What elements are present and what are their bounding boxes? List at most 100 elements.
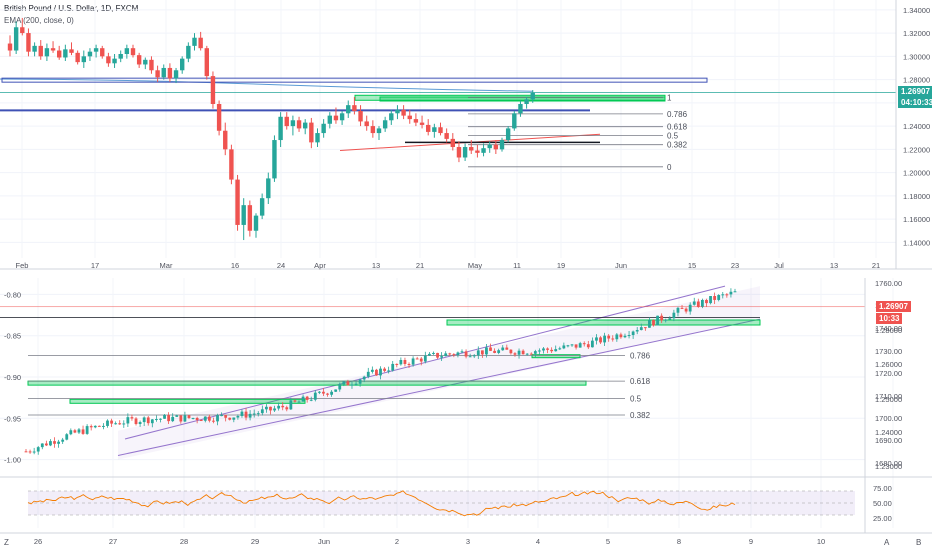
candle	[89, 424, 93, 431]
candle-body	[350, 384, 354, 386]
candle-body	[138, 422, 142, 425]
candle-body	[296, 120, 302, 129]
fib-label: 0.382	[630, 411, 651, 420]
candle	[382, 116, 388, 132]
candle	[97, 425, 101, 427]
y-tick-label-right: 1680.00	[875, 459, 902, 468]
candle-body	[203, 416, 207, 421]
candle	[142, 416, 146, 427]
candle-body	[69, 430, 73, 435]
candle-body	[77, 429, 81, 433]
candle	[480, 350, 484, 358]
candle	[427, 352, 431, 356]
candle	[456, 351, 460, 358]
channel-fill	[118, 286, 760, 460]
candle-body	[57, 50, 62, 58]
candle	[485, 343, 488, 358]
candle-body	[509, 349, 513, 354]
candle	[126, 413, 130, 428]
candle-body	[102, 425, 105, 427]
candle-body	[126, 417, 130, 424]
candle	[93, 425, 97, 429]
candle-body	[501, 347, 505, 351]
candle-body	[130, 48, 136, 56]
candle-body	[533, 351, 537, 354]
candle-body	[643, 327, 647, 329]
candle-body	[469, 147, 474, 151]
x-tick-label: May	[468, 261, 482, 270]
candle-body	[333, 115, 339, 121]
candle	[124, 44, 130, 59]
x-tick-label: 23	[731, 261, 739, 270]
candle	[57, 439, 60, 448]
candle	[668, 316, 672, 320]
candle	[252, 409, 256, 418]
candle	[481, 143, 486, 157]
candle	[265, 404, 268, 413]
y-tick-label-right: 1700.00	[875, 414, 902, 423]
candle-body	[293, 400, 297, 402]
candle-body	[476, 350, 480, 356]
candle	[159, 418, 162, 423]
candle	[709, 295, 712, 305]
y-tick-label-left: -0.80	[4, 290, 21, 299]
y-tick-label-right2: 1.23000	[875, 462, 902, 471]
candle-body	[364, 121, 369, 127]
candle-body	[85, 426, 89, 434]
candle-body	[444, 133, 449, 139]
auto-scale-button[interactable]: A	[884, 538, 890, 547]
candle-body	[403, 359, 407, 364]
y-tick-label-left: -0.90	[4, 373, 21, 382]
candle	[32, 447, 36, 455]
candle	[285, 405, 289, 412]
fib-label: 1	[667, 94, 672, 103]
candle	[81, 425, 85, 435]
candle	[73, 428, 77, 434]
candle-body	[701, 299, 704, 307]
candle	[505, 126, 511, 143]
candle-body	[260, 409, 264, 414]
candle-body	[525, 353, 529, 355]
candle-body	[106, 56, 111, 64]
candle-body	[241, 205, 246, 225]
candle-body	[376, 128, 382, 134]
candle	[423, 351, 427, 364]
candle-body	[266, 178, 271, 199]
candle	[114, 421, 118, 425]
bar-mode-button[interactable]: B	[916, 538, 922, 547]
candle-body	[427, 353, 431, 356]
candle	[161, 64, 166, 80]
fib-label: 0.382	[667, 141, 688, 150]
candle-body	[259, 198, 265, 216]
candle-body	[236, 415, 240, 418]
candle	[303, 119, 308, 135]
candle-body	[366, 371, 370, 377]
candle-body	[50, 48, 56, 51]
candle-body	[370, 126, 376, 134]
candle-body	[195, 417, 199, 421]
x-tick-label: 26	[34, 537, 42, 546]
candle	[493, 140, 499, 154]
candle	[13, 21, 19, 54]
candle	[220, 412, 223, 417]
symbol-title[interactable]: British Pound / U.S. Dollar, 1D, FXCM	[4, 4, 139, 13]
candle-body	[717, 295, 721, 300]
candle	[248, 410, 252, 421]
candle	[562, 342, 566, 350]
candle-body	[180, 58, 185, 71]
candle-body	[106, 420, 109, 426]
candle-body	[159, 418, 162, 420]
y-tick-label: 1.30000	[903, 52, 930, 61]
candle	[401, 105, 406, 120]
candle-body	[204, 48, 209, 77]
candle	[558, 346, 562, 351]
zoom-icon[interactable]: Z	[4, 538, 9, 547]
candle-body	[338, 384, 342, 390]
indicator-label[interactable]: EMA (200, close, 0)	[4, 16, 74, 25]
candle-body	[330, 391, 334, 395]
candle	[660, 313, 664, 323]
candle	[301, 394, 305, 402]
candle-body	[118, 423, 122, 425]
